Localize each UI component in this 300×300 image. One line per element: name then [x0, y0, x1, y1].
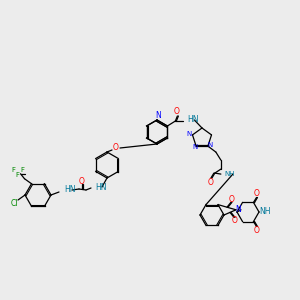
Text: O: O — [232, 216, 238, 225]
Text: HN: HN — [95, 182, 106, 191]
Text: N: N — [235, 205, 241, 214]
Text: HN: HN — [188, 116, 199, 124]
Text: O: O — [254, 226, 260, 235]
Text: NH: NH — [224, 171, 234, 177]
Text: NH: NH — [259, 208, 271, 217]
Text: F: F — [11, 167, 16, 173]
Text: N: N — [193, 144, 198, 150]
Text: N: N — [187, 131, 192, 137]
Text: Cl: Cl — [10, 200, 18, 208]
Text: F: F — [20, 167, 25, 173]
Text: F: F — [16, 172, 20, 178]
Text: O: O — [173, 107, 179, 116]
Text: N: N — [207, 142, 212, 148]
Text: O: O — [229, 195, 235, 204]
Text: N: N — [155, 112, 161, 121]
Text: O: O — [113, 143, 119, 152]
Text: O: O — [79, 176, 85, 185]
Text: O: O — [208, 178, 214, 187]
Text: O: O — [254, 189, 260, 198]
Text: HN: HN — [64, 185, 76, 194]
